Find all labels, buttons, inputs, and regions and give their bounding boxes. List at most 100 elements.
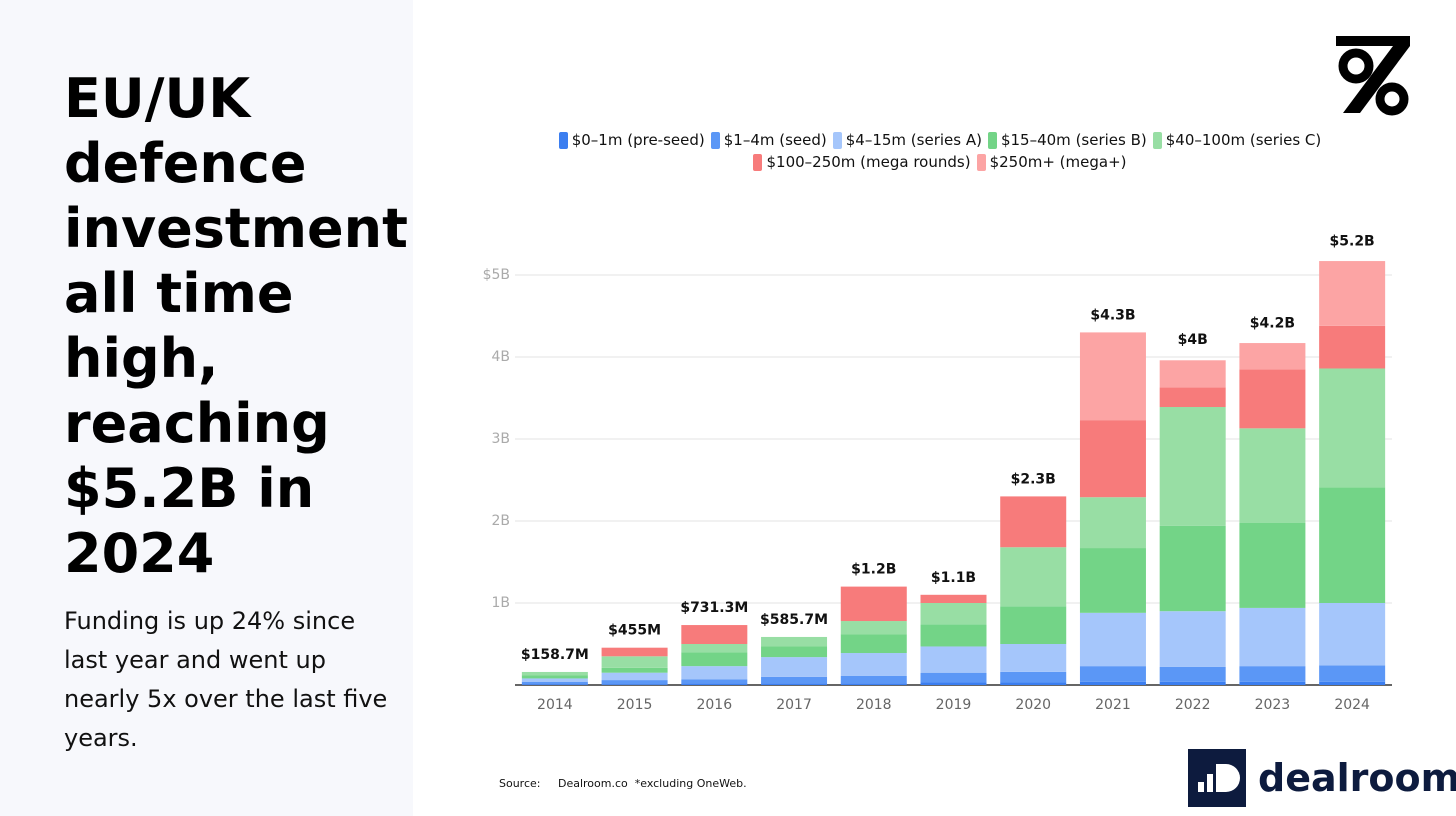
bar-segment bbox=[761, 646, 828, 658]
y-tick-label: $5B bbox=[483, 267, 510, 283]
bar-segment bbox=[1319, 325, 1386, 369]
total-label: $1.1B bbox=[931, 570, 976, 586]
legend-swatch bbox=[832, 131, 842, 149]
total-label: $585.7M bbox=[760, 612, 828, 628]
bar-segment bbox=[1159, 407, 1226, 526]
bar-segment bbox=[840, 586, 907, 622]
bar-segment bbox=[1319, 487, 1386, 603]
legend-label: $15–40m (series B) bbox=[1000, 131, 1147, 149]
percent-logo bbox=[1336, 36, 1410, 116]
brand: dealroom.co bbox=[1258, 756, 1456, 800]
total-label: $1.2B bbox=[851, 562, 896, 578]
legend-swatch bbox=[558, 131, 568, 149]
x-tick-label: 2016 bbox=[696, 697, 732, 713]
bar-segment bbox=[840, 653, 907, 676]
total-label: $158.7M bbox=[521, 647, 589, 663]
bar-segment bbox=[1239, 666, 1306, 682]
bar-segment bbox=[1319, 681, 1386, 685]
total-label: $4.3B bbox=[1090, 307, 1135, 323]
bar-segment bbox=[1000, 606, 1067, 644]
x-tick-label: 2021 bbox=[1095, 697, 1131, 713]
bar-segment bbox=[1000, 682, 1067, 685]
left-panel: EU/UK defence investment all time high, … bbox=[0, 0, 413, 816]
x-tick-label: 2015 bbox=[617, 697, 653, 713]
x-tick-label: 2020 bbox=[1015, 697, 1051, 713]
x-tick-label: 2024 bbox=[1334, 697, 1370, 713]
bar-segment bbox=[1239, 607, 1306, 667]
bar-segment bbox=[1000, 671, 1067, 683]
bar-segment bbox=[1159, 360, 1226, 388]
legend-item: $40–100m (series C) bbox=[1152, 131, 1322, 149]
total-label: $4B bbox=[1178, 332, 1208, 348]
x-tick-label: 2018 bbox=[856, 697, 892, 713]
bar-segment bbox=[761, 683, 828, 685]
total-label: $4.2B bbox=[1250, 316, 1295, 332]
total-label: $5.2B bbox=[1330, 234, 1375, 250]
bar-segment bbox=[920, 603, 987, 625]
bar-segment bbox=[681, 644, 748, 653]
total-label: $731.3M bbox=[680, 600, 748, 616]
total-label: $2.3B bbox=[1011, 471, 1056, 487]
legend-item: $100–250m (mega rounds) bbox=[753, 153, 971, 171]
bar-segment bbox=[1079, 548, 1146, 613]
bar-segment bbox=[761, 636, 828, 647]
bar-segment bbox=[521, 678, 588, 682]
bar-segment bbox=[1000, 496, 1067, 548]
legend-label: $40–100m (series C) bbox=[1165, 131, 1322, 149]
bar-segment bbox=[681, 666, 748, 680]
bar-segment bbox=[601, 647, 668, 657]
bar-segment bbox=[681, 652, 748, 667]
legend: $0–1m (pre-seed) $1–4m (seed) $4–15m (seri… bbox=[480, 131, 1400, 171]
bar-segment bbox=[1159, 681, 1226, 685]
legend-item: $15–40m (series B) bbox=[987, 131, 1147, 149]
bar-segment bbox=[1239, 369, 1306, 429]
legend-label: $250m+ (mega+) bbox=[989, 153, 1127, 171]
slide-subtitle: Funding is up 24% since last year and we… bbox=[64, 607, 388, 752]
y-tick-label: 4B bbox=[491, 349, 510, 365]
bar-segment bbox=[1079, 332, 1146, 421]
bar-segment bbox=[1159, 387, 1226, 408]
bar-segment bbox=[920, 594, 987, 603]
bar-segment bbox=[920, 682, 987, 685]
bar-segment bbox=[840, 675, 907, 684]
legend-label: $0–1m (pre-seed) bbox=[571, 131, 705, 149]
legend-label: $1–4m (seed) bbox=[723, 131, 827, 149]
x-tick-label: 2023 bbox=[1255, 697, 1291, 713]
bar-segment bbox=[1079, 420, 1146, 498]
bar-segment bbox=[920, 672, 987, 683]
x-tick-label: 2022 bbox=[1175, 697, 1211, 713]
bar-segment bbox=[1319, 368, 1386, 488]
legend-swatch bbox=[1152, 131, 1162, 149]
legend-swatch bbox=[710, 131, 720, 149]
source-text: Dealroom.co *excluding OneWeb. bbox=[557, 777, 747, 790]
bar-segment bbox=[681, 679, 748, 684]
bar-segment bbox=[761, 676, 828, 684]
bar-segment bbox=[1319, 261, 1386, 326]
bar-segment bbox=[1079, 612, 1146, 667]
bar-segment bbox=[920, 624, 987, 647]
legend-label: $4–15m (series A) bbox=[845, 131, 982, 149]
legend-item: $4–15m (series A) bbox=[832, 131, 982, 149]
bar-segment bbox=[1319, 665, 1386, 682]
bar-segment bbox=[1239, 343, 1306, 370]
bar-segment bbox=[601, 684, 668, 685]
x-tick-label: 2017 bbox=[776, 697, 812, 713]
bar-segment bbox=[601, 680, 668, 685]
x-tick-label: 2019 bbox=[936, 697, 972, 713]
bar-segment bbox=[601, 656, 668, 668]
bar-segment bbox=[521, 675, 588, 679]
bar-segment bbox=[1079, 497, 1146, 549]
bar-segment bbox=[521, 671, 588, 676]
legend-label: $100–250m (mega rounds) bbox=[766, 153, 971, 171]
bar-segment bbox=[1319, 603, 1386, 666]
legend-item: $0–1m (pre-seed) bbox=[558, 131, 705, 149]
legend-swatch bbox=[987, 131, 997, 149]
slide-title: EU/UK defence investment all time high, … bbox=[64, 67, 408, 585]
bar-segment bbox=[521, 681, 588, 685]
bar-segment bbox=[1000, 644, 1067, 672]
total-label: $455M bbox=[608, 623, 661, 639]
bar-segment bbox=[761, 657, 828, 677]
source-label: Source: bbox=[499, 777, 541, 790]
y-tick-label: 1B bbox=[491, 595, 510, 611]
